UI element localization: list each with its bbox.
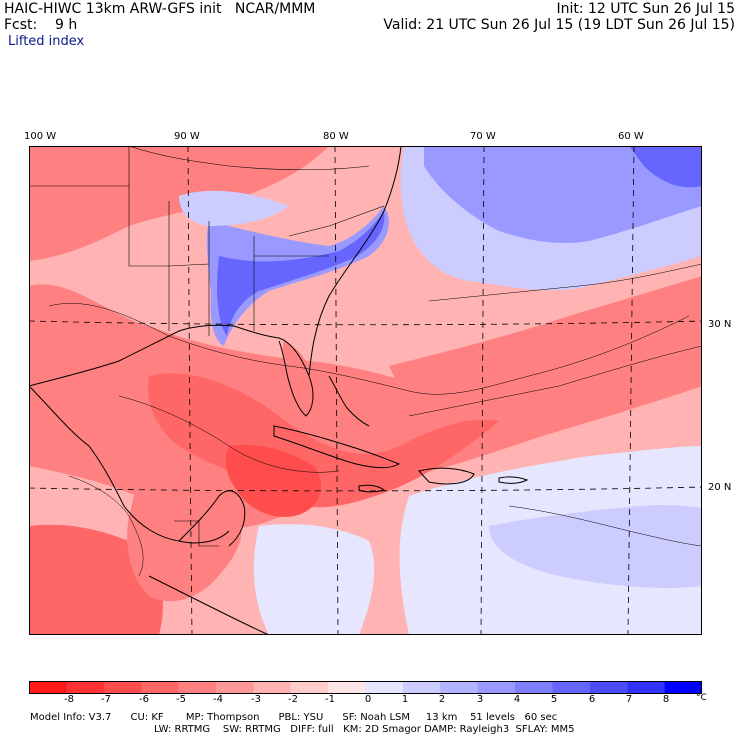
colorbar-tick-label: 0 <box>364 694 372 705</box>
meridian-70w <box>480 146 485 635</box>
forecast-hour: Fcst: 9 h <box>4 17 78 33</box>
atlantic-stable-core <box>424 146 702 243</box>
colorbar-tick-label: 6 <box>588 694 596 705</box>
contour-line-1 <box>48 303 690 395</box>
colorbar-tick-label: -8 <box>64 694 74 705</box>
central-america-red <box>127 476 242 602</box>
colorbar-tick-label: 5 <box>550 694 558 705</box>
colorbar-tick-label: -6 <box>139 694 149 705</box>
colorbar-swatch <box>103 681 142 694</box>
hispaniola-outline <box>418 467 475 485</box>
florida-peninsula <box>282 341 317 416</box>
meridian-80w <box>334 146 339 635</box>
northwest-red-region <box>29 146 329 261</box>
colorbar-swatch <box>440 681 479 694</box>
border-8 <box>128 146 370 171</box>
subtropical-unstable-region <box>29 284 702 529</box>
lat-label-30n: 30 N <box>708 319 732 330</box>
colorbar-swatch <box>477 681 516 694</box>
colorbar-swatch <box>627 681 666 694</box>
cuba-outline <box>273 425 401 469</box>
contour-line-3 <box>118 395 340 473</box>
caribbean-red-core <box>225 444 322 517</box>
colorbar-swatch <box>328 681 366 694</box>
colorbar-swatch <box>515 681 553 694</box>
yucatan-coastline <box>178 490 246 547</box>
lon-label-70w: 70 W <box>470 131 496 142</box>
atlantic-red-band <box>389 276 702 408</box>
colorbar-swatch <box>365 681 404 694</box>
valid-time: Valid: 21 UTC Sun 26 Jul 15 (19 LDT Sun … <box>383 17 735 33</box>
colorbar-unit: °C <box>696 693 707 703</box>
plot-title: HAIC-HIWC 13km ARW-GFS init NCAR/MMM <box>4 1 316 17</box>
colorbar-swatch <box>141 681 180 694</box>
colorbar-swatch <box>589 681 628 694</box>
colorbar-tick-label: -1 <box>325 694 335 705</box>
us-gulf-coastline <box>29 324 314 417</box>
lifted-index-map <box>29 146 702 635</box>
lat-label-20n: 20 N <box>708 482 732 493</box>
atlantic-strong-stable <box>629 146 702 188</box>
contour-line-4 <box>428 263 702 302</box>
colorbar-tick-label: 8 <box>662 694 670 705</box>
colorbar <box>29 681 702 694</box>
colorbar-tick-label: 3 <box>476 694 484 705</box>
model-info-line-2: LW: RRTMG SW: RRTMG DIFF: full KM: 2D Sm… <box>154 724 575 735</box>
lon-label-80w: 80 W <box>323 131 349 142</box>
colorbar-swatch <box>29 681 67 694</box>
border-2 <box>128 186 169 267</box>
colorbar-tick-label: 4 <box>513 694 521 705</box>
colorbar-tick-label: -7 <box>101 694 111 705</box>
colorbar-swatch <box>253 681 292 694</box>
init-time: Init: 12 UTC Sun 26 Jul 15 <box>556 1 735 17</box>
field-name: Lifted index <box>8 34 85 49</box>
colorbar-tick-label: -5 <box>176 694 186 705</box>
parallel-20n <box>29 486 702 492</box>
colorbar-swatch <box>402 681 441 694</box>
lon-label-60w: 60 W <box>618 131 644 142</box>
ohio-valley-stable <box>179 190 289 226</box>
central-america-coastline <box>148 575 270 635</box>
bahamas-outline <box>328 375 370 427</box>
contour-line-6 <box>508 505 702 547</box>
model-info-line-1: Model Info: V3.7 CU: KF MP: Thompson PBL… <box>30 712 558 723</box>
border-9 <box>168 263 210 267</box>
south-stable-patch <box>253 524 375 635</box>
colorbar-swatch <box>664 681 702 694</box>
colorbar-tick-label: 7 <box>625 694 633 705</box>
contour-line-5 <box>68 475 144 577</box>
colorbar-swatch <box>178 681 217 694</box>
us-atlantic-coastline <box>308 146 402 377</box>
contour-line-2 <box>408 345 702 417</box>
colorbar-swatch <box>552 681 591 694</box>
colorbar-tick-label: -2 <box>288 694 298 705</box>
east-caribbean-stable-inner <box>489 505 702 588</box>
colorbar-tick-label: 1 <box>401 694 409 705</box>
map-frame <box>29 146 702 635</box>
puerto-rico-outline <box>498 476 529 484</box>
meridian-60w <box>627 146 635 635</box>
meridian-90w <box>187 146 193 635</box>
colorbar-tick-label: -4 <box>213 694 223 705</box>
southeast-us-stable-core <box>216 211 385 336</box>
parallel-30n <box>29 320 702 326</box>
colorbar-swatch <box>66 681 105 694</box>
colorbar-frame <box>29 681 702 694</box>
border-7 <box>288 205 385 237</box>
border-10 <box>174 520 219 547</box>
colorbar-swatch <box>290 681 329 694</box>
lon-label-100w: 100 W <box>24 131 57 142</box>
colorbar-swatch <box>215 681 254 694</box>
colorbar-tick-label: 2 <box>438 694 446 705</box>
colorbar-tick-label: -3 <box>251 694 261 705</box>
lon-label-90w: 90 W <box>174 131 200 142</box>
